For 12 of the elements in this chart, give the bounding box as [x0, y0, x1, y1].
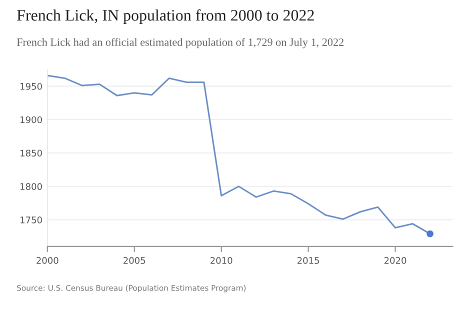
x-tick-label: 2010 — [210, 257, 232, 264]
x-tick-label: 2015 — [297, 257, 319, 264]
x-tick-label: 2020 — [384, 257, 406, 264]
x-tick-label: 2005 — [124, 257, 146, 264]
y-tick-label: 1900 — [20, 116, 42, 124]
y-tick-label: 1950 — [20, 82, 42, 90]
chart-subtitle: French Lick had an official estimated population of 1,729 on July 1, 2022 — [16, 38, 344, 48]
chart-title: French Lick, IN population from 2000 to 2022 — [17, 9, 314, 24]
x-tick-label: 2000 — [36, 257, 58, 264]
y-tick-label: 1750 — [20, 216, 42, 224]
y-tick-label: 1800 — [20, 183, 42, 190]
y-tick-label: 1850 — [20, 150, 42, 157]
